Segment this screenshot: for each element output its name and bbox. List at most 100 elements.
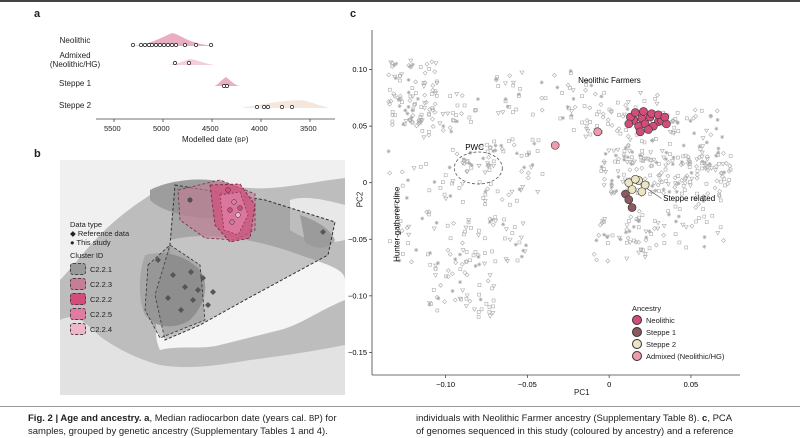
reference-point-diamond	[572, 104, 578, 110]
reference-point-square	[488, 182, 493, 186]
reference-point-square	[663, 167, 668, 172]
reference-point-diamond	[429, 59, 435, 65]
reference-point-star	[539, 80, 544, 85]
caption-left-unit: BP	[308, 414, 320, 423]
reference-point-square	[641, 159, 646, 163]
panel-c-label: c	[350, 8, 357, 20]
study-point	[231, 199, 237, 205]
reference-point-square	[668, 152, 672, 157]
reference-point-star	[428, 251, 433, 256]
pca-y-tick-label: −0.10	[348, 291, 367, 300]
reference-point-star	[493, 143, 498, 148]
reference-point-square	[496, 84, 501, 88]
reference-point-diamond	[591, 251, 597, 257]
pca-legend-item: Admixed (Neolithic/HG)	[632, 351, 724, 361]
pca-point-neolithic	[639, 107, 648, 116]
reference-point-triangle	[388, 60, 394, 66]
reference-point-square	[493, 259, 498, 264]
reference-point-triangle	[667, 130, 673, 135]
cluster-label: C2.2.1	[90, 264, 113, 274]
row-label-steppe2: Steppe 2	[58, 101, 92, 110]
reference-point-square	[588, 120, 593, 124]
reference-point-square	[445, 223, 450, 228]
reference-point-star	[670, 162, 675, 167]
reference-point-square	[400, 100, 404, 105]
reference-point-star	[616, 174, 621, 179]
reference-point-star	[689, 170, 694, 175]
reference-point-triangle	[518, 188, 524, 193]
reference-point-square	[588, 132, 593, 137]
reference-point-triangle	[520, 221, 526, 227]
reference-point-diamond	[692, 107, 698, 113]
reference-point-square	[397, 74, 402, 78]
reference-point-diamond	[685, 154, 691, 160]
reference-point-diamond	[683, 175, 689, 181]
sample-point	[209, 43, 213, 47]
row-label-neolithic: Neolithic	[59, 36, 91, 45]
reference-point-star	[392, 63, 397, 68]
reference-point-diamond	[499, 197, 505, 203]
reference-point-diamond	[539, 95, 545, 101]
caption-right-end1: , PCA	[707, 413, 733, 424]
legend-this-study-label: This study	[76, 238, 111, 247]
reference-point-triangle	[504, 259, 511, 264]
reference-point-triangle	[433, 61, 439, 66]
reference-point-square	[413, 101, 417, 106]
reference-point-triangle	[464, 293, 470, 298]
reference-point-triangle	[699, 150, 705, 156]
pca-x-tick-label: 0	[607, 380, 611, 389]
reference-point-square	[448, 236, 453, 241]
reference-point-square	[490, 286, 494, 291]
reference-point-triangle	[624, 256, 630, 262]
reference-point-star	[599, 94, 604, 99]
reference-point-square	[662, 241, 667, 245]
reference-point-square	[418, 164, 423, 169]
reference-point-triangle	[426, 301, 432, 306]
reference-point-diamond	[636, 239, 642, 245]
reference-point-triangle	[406, 232, 412, 238]
pca-x-tick-label: −0.05	[518, 380, 537, 389]
reference-point-square	[518, 87, 522, 91]
reference-point	[155, 257, 161, 263]
reference-point-square	[483, 251, 487, 255]
reference-point-star	[501, 222, 506, 227]
reference-point-square	[657, 162, 661, 166]
reference-point-star	[519, 254, 524, 259]
pca-point-admixed-neolithic-hg-	[593, 127, 603, 137]
reference-point-triangle	[615, 169, 621, 174]
cluster-swatch	[70, 263, 86, 275]
reference-point-triangle	[601, 183, 607, 188]
reference-point-square	[679, 191, 684, 196]
reference-point-diamond	[598, 102, 604, 107]
reference-point-diamond	[621, 152, 627, 157]
reference-point-square	[469, 165, 474, 170]
reference-point-star	[469, 163, 474, 168]
reference-point-diamond	[584, 117, 590, 123]
reference-point-star	[409, 115, 414, 120]
reference-point-square	[722, 177, 727, 182]
reference-point-triangle	[624, 160, 630, 165]
reference-point-square	[491, 298, 496, 303]
reference-point-star	[661, 187, 666, 192]
reference-point-diamond	[414, 123, 420, 129]
reference-point-diamond	[627, 167, 633, 173]
pca-point-admixed-neolithic-hg-	[550, 141, 560, 150]
sample-point	[290, 105, 294, 109]
reference-point-square	[530, 137, 535, 142]
reference-point-square	[695, 169, 700, 173]
reference-point-square	[434, 94, 439, 98]
top-rule	[0, 0, 800, 2]
reference-point-diamond	[727, 163, 733, 169]
reference-point-square	[701, 207, 705, 211]
reference-point-star	[666, 212, 671, 217]
reference-point-diamond	[464, 272, 470, 278]
reference-point-diamond	[653, 242, 659, 248]
reference-point	[205, 302, 211, 308]
reference-point-triangle	[392, 74, 398, 80]
reference-point-square	[457, 186, 462, 190]
panel-a-x-label: Modelled date (BP)	[182, 135, 249, 144]
panel-a-plot	[96, 33, 335, 122]
reference-point-triangle	[519, 70, 525, 76]
reference-point-triangle	[715, 231, 721, 236]
panel-b-legend: Data type ◆ Reference data ● This study …	[70, 220, 132, 335]
